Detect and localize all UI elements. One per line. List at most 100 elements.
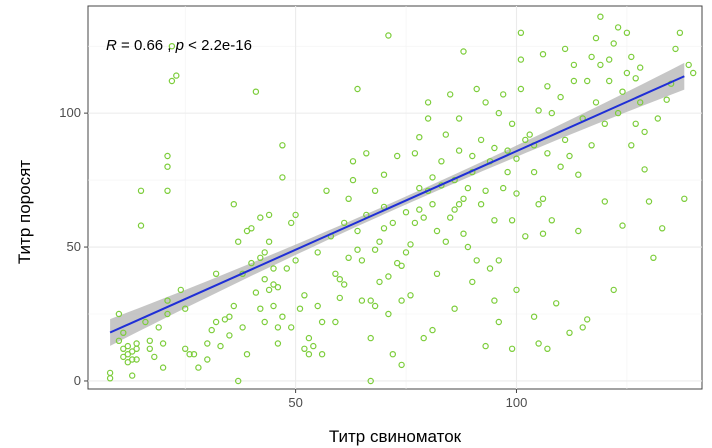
data-point	[659, 225, 666, 232]
data-point	[292, 257, 299, 264]
data-point	[261, 249, 268, 256]
data-point	[650, 254, 657, 261]
data-point	[606, 77, 613, 85]
regression-line	[109, 75, 685, 334]
data-point	[310, 342, 317, 350]
data-point	[513, 286, 520, 294]
data-point	[168, 77, 176, 85]
data-point	[433, 227, 441, 235]
data-point	[557, 163, 564, 170]
data-point	[195, 364, 202, 371]
data-point	[632, 75, 639, 82]
data-point	[252, 88, 260, 95]
data-point	[318, 318, 326, 326]
data-point	[420, 214, 427, 221]
data-point	[398, 361, 405, 369]
data-point	[447, 214, 454, 221]
data-point	[508, 217, 516, 224]
data-point	[252, 289, 260, 296]
data-point	[535, 107, 542, 114]
data-point	[248, 259, 255, 267]
r-value: = 0.66 ,	[117, 37, 176, 54]
data-point	[270, 265, 277, 272]
data-point	[292, 211, 299, 219]
data-point	[637, 64, 644, 71]
data-point	[120, 345, 127, 352]
data-point	[376, 238, 383, 245]
data-point	[115, 310, 123, 318]
data-point	[137, 222, 145, 229]
data-point	[349, 176, 357, 184]
data-point	[115, 337, 123, 344]
data-point	[522, 233, 529, 240]
data-point	[385, 273, 392, 280]
data-point	[424, 115, 432, 122]
data-point	[239, 324, 246, 331]
data-point	[402, 208, 410, 216]
data-point	[332, 270, 339, 277]
data-point	[597, 13, 604, 20]
data-point	[588, 53, 595, 61]
data-point	[106, 369, 114, 377]
axis-ticks: 50 100 0 50 100	[59, 105, 527, 410]
x-axis-title: Титр свиноматок	[329, 427, 462, 446]
data-point	[261, 318, 268, 326]
data-point	[341, 219, 348, 227]
data-point	[265, 238, 273, 245]
data-point	[614, 109, 622, 117]
data-point	[389, 351, 396, 358]
data-point	[482, 342, 489, 350]
data-point	[508, 345, 516, 352]
data-point	[584, 77, 591, 85]
data-point	[517, 85, 525, 93]
data-point	[137, 187, 145, 194]
data-point	[120, 329, 127, 336]
data-point	[133, 356, 140, 363]
data-point	[637, 99, 644, 106]
data-point	[358, 257, 366, 264]
data-point	[208, 326, 215, 334]
data-point	[407, 292, 414, 299]
r-symbol: R	[106, 37, 117, 54]
data-point	[164, 163, 171, 170]
data-point	[517, 29, 525, 36]
data-point	[279, 142, 286, 149]
data-point	[592, 34, 600, 42]
data-point	[530, 168, 538, 176]
data-point	[438, 158, 445, 165]
data-point	[566, 152, 573, 160]
data-point	[261, 276, 268, 283]
data-point	[257, 214, 264, 221]
data-point	[394, 259, 401, 267]
data-point	[221, 316, 229, 323]
data-point	[402, 249, 410, 256]
data-point	[142, 318, 149, 326]
data-point	[429, 326, 436, 334]
data-point	[460, 48, 467, 55]
data-point	[500, 91, 507, 98]
data-point	[495, 318, 502, 326]
data-point	[676, 29, 684, 36]
x-tick-label: 50	[288, 395, 302, 410]
data-point	[168, 43, 176, 50]
data-point	[257, 305, 264, 312]
data-point	[301, 345, 308, 352]
data-point	[429, 200, 436, 208]
data-point	[124, 342, 132, 350]
data-point	[491, 217, 498, 224]
data-point	[654, 115, 662, 122]
data-point	[177, 286, 184, 294]
data-point	[455, 147, 463, 154]
data-point	[279, 313, 286, 320]
data-point	[371, 246, 379, 253]
data-point	[451, 206, 458, 213]
data-point	[420, 334, 427, 342]
data-point	[570, 61, 578, 69]
data-point	[230, 200, 237, 208]
data-point	[526, 131, 533, 138]
data-point	[539, 51, 547, 58]
data-point	[460, 195, 467, 202]
regression-line-group	[109, 75, 685, 334]
data-point	[623, 29, 631, 36]
data-point	[367, 334, 374, 342]
